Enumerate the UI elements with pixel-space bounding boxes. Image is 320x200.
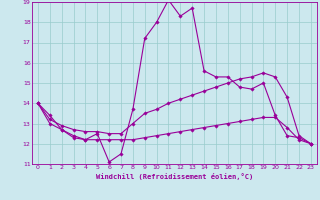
- X-axis label: Windchill (Refroidissement éolien,°C): Windchill (Refroidissement éolien,°C): [96, 173, 253, 180]
